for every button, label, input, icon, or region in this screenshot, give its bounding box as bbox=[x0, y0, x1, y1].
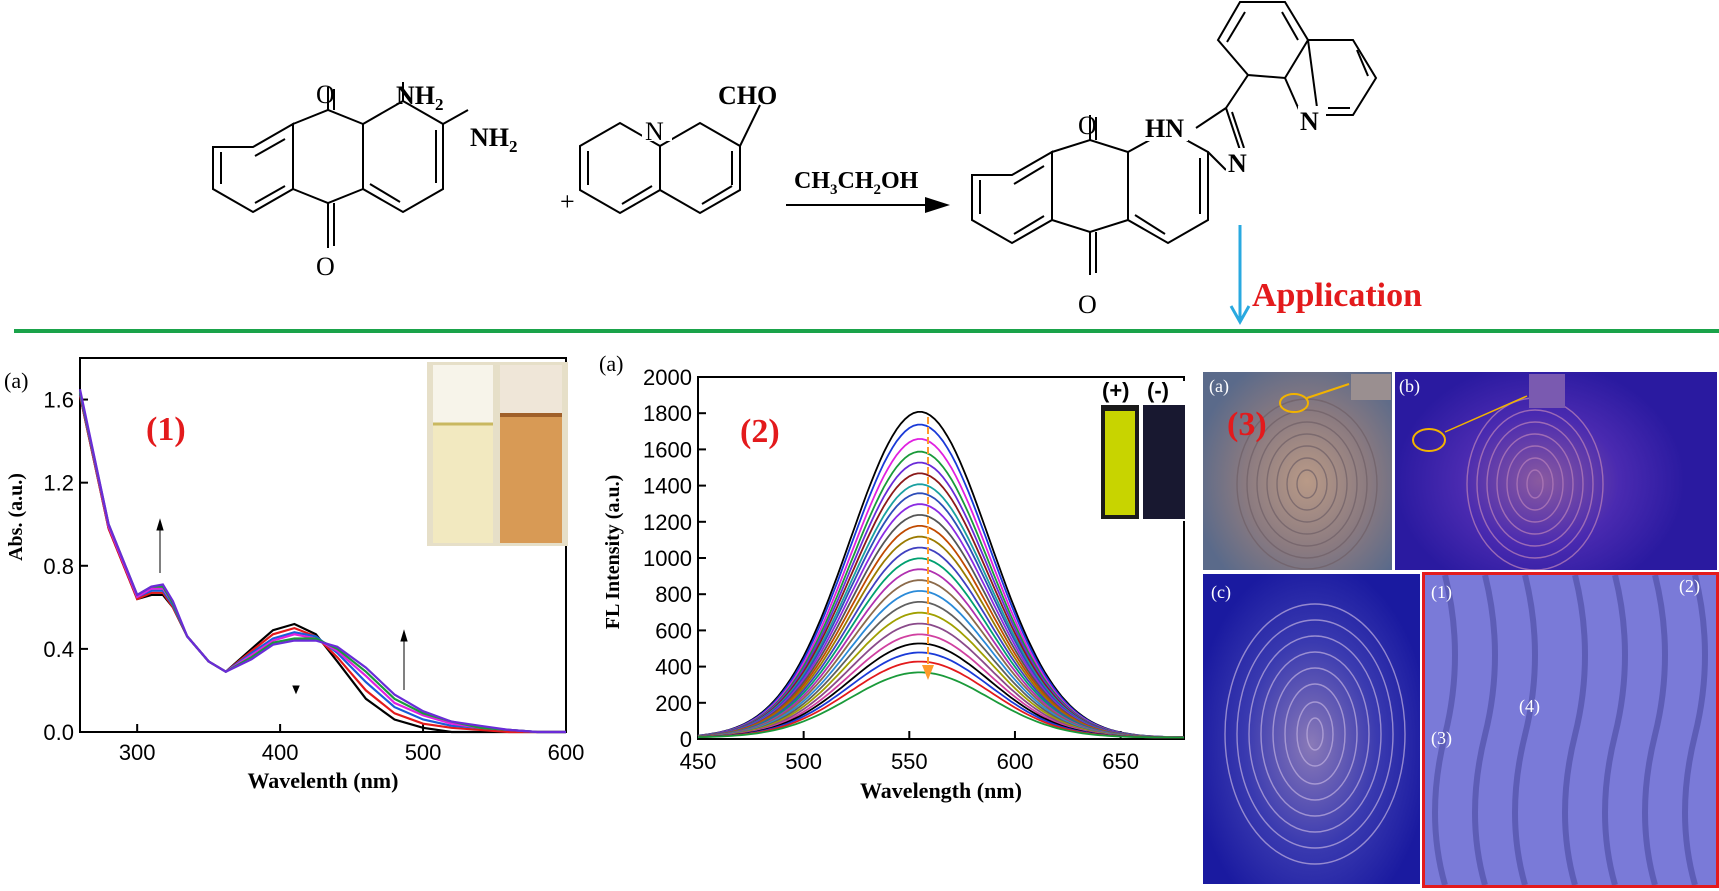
inset-vial-fluorescent bbox=[1105, 411, 1135, 515]
panel-2-big-label: (2) bbox=[740, 413, 780, 450]
fl-ytick-label: 200 bbox=[655, 691, 692, 716]
absorption-change-arrows bbox=[156, 518, 408, 695]
absorption-chart: (a) (1) 0.0 0.4 0.8 1.2 1.6 300 400 500 600 Abs… bbox=[4, 357, 585, 793]
reaction-arrow bbox=[786, 197, 950, 213]
plus-sign: + bbox=[560, 187, 575, 216]
fingerprint-b-label: (b) bbox=[1399, 376, 1420, 396]
product-quinoline-n-label: N bbox=[1300, 107, 1319, 136]
panel-1-big-label: (1) bbox=[146, 411, 186, 448]
fluorescence-series-7 bbox=[697, 483, 1185, 739]
product-imidazole-n-label: N bbox=[1228, 149, 1247, 178]
abs-xtick-label: 400 bbox=[262, 740, 299, 765]
abs-ytick-label: 0.0 bbox=[43, 720, 74, 745]
fluorescence-y-axis-label: FL Intensity (a.u.) bbox=[602, 475, 624, 629]
absorption-x-axis-label: Wavelenth (nm) bbox=[248, 768, 399, 793]
panel-1-absorption: (a) (1) 0.0 0.4 0.8 1.2 1.6 300 400 500 600 Abs… bbox=[0, 340, 595, 886]
fluorescence-inset-photo: (+) (-) bbox=[1099, 378, 1187, 521]
zoom-label-1: (1) bbox=[1431, 582, 1452, 602]
reaction-scheme-drawing: O O NH2 NH2 + N CHO CH3CH2OH bbox=[212, 1, 1422, 326]
product-carbonyl-bottom-label: O bbox=[1078, 290, 1097, 319]
fingerprint-photo-b bbox=[1395, 372, 1717, 570]
r1-amine-1-label: NH2 bbox=[396, 81, 444, 114]
reactant-2-structure bbox=[579, 104, 761, 215]
fl-xtick-label: 550 bbox=[891, 749, 928, 774]
fl-ytick-label: 400 bbox=[655, 655, 692, 680]
absorption-x-ticks: 300 400 500 600 bbox=[119, 724, 585, 765]
fluorescence-quench-arrow bbox=[922, 417, 934, 680]
abs-xtick-label: 300 bbox=[119, 740, 156, 765]
fl-ytick-label: 2000 bbox=[643, 365, 692, 390]
fl-ytick-label: 600 bbox=[655, 618, 692, 643]
absorption-inset-photo bbox=[427, 362, 568, 546]
section-divider bbox=[14, 329, 1719, 333]
r2-cho-label: CHO bbox=[718, 81, 777, 110]
reactant-1-structure bbox=[212, 82, 469, 248]
fl-ytick-label: 0 bbox=[680, 727, 692, 752]
panel-3-fingerprints: (a) (3) (b) (c) bbox=[1203, 372, 1719, 888]
abs-xtick-label: 600 bbox=[548, 740, 585, 765]
fluorescence-chart: (a) 0 200 400 600 800 1000 1200 1400 1600 1800 200… bbox=[599, 351, 1187, 803]
fingerprint-photo-a bbox=[1203, 372, 1392, 570]
fluorescence-series-8 bbox=[697, 492, 1185, 739]
r2-n-label: N bbox=[645, 117, 664, 146]
fl-ytick-label: 800 bbox=[655, 582, 692, 607]
inset-minus-label: (-) bbox=[1147, 378, 1169, 403]
zoom-label-3: (3) bbox=[1431, 728, 1452, 748]
fl-ytick-label: 1600 bbox=[643, 437, 692, 462]
zoom-label-2: (2) bbox=[1679, 576, 1700, 596]
fingerprint-zoom-grid bbox=[1422, 572, 1719, 888]
application-label: Application bbox=[1252, 277, 1422, 314]
fingerprint-photo-c bbox=[1203, 574, 1420, 884]
fl-ytick-label: 1800 bbox=[643, 401, 692, 426]
fl-ytick-label: 1000 bbox=[643, 546, 692, 571]
fingerprint-c-ridges bbox=[1224, 603, 1406, 865]
fl-xtick-label: 500 bbox=[785, 749, 822, 774]
fl-xtick-label: 600 bbox=[997, 749, 1034, 774]
panel-1-tag: (a) bbox=[4, 368, 28, 393]
product-carbonyl-top-label: O bbox=[1078, 111, 1097, 140]
abs-ytick-label: 1.2 bbox=[43, 471, 74, 496]
fl-xtick-label: 650 bbox=[1102, 749, 1139, 774]
fingerprint-b-ridges bbox=[1412, 374, 1604, 570]
application-arrow bbox=[1229, 225, 1251, 326]
product-hn-label: HN bbox=[1145, 114, 1184, 143]
fl-xtick-label: 450 bbox=[680, 749, 717, 774]
fluorescence-series-25 bbox=[698, 671, 1184, 739]
fl-ytick-label: 1400 bbox=[643, 474, 692, 499]
absorption-y-axis-label: Abs. (a.u.) bbox=[5, 473, 27, 561]
inset-vial-dark bbox=[1143, 405, 1185, 519]
zoom-label-4: (4) bbox=[1519, 696, 1540, 716]
panel-2-tag: (a) bbox=[599, 351, 623, 376]
absorption-y-ticks: 0.0 0.4 0.8 1.2 1.6 bbox=[43, 388, 88, 745]
panel-3-big-label: (3) bbox=[1227, 406, 1267, 443]
absorption-series-1 bbox=[78, 395, 566, 734]
r1-carbonyl-bottom-label: O bbox=[316, 252, 335, 281]
fluorescence-x-axis-label: Wavelength (nm) bbox=[860, 778, 1022, 803]
arrow-reagent-label: CH3CH2OH bbox=[794, 168, 919, 198]
fluorescence-series-9 bbox=[697, 503, 1185, 739]
abs-xtick-label: 500 bbox=[405, 740, 442, 765]
reaction-scheme: O O NH2 NH2 + N CHO CH3CH2OH bbox=[0, 0, 1719, 360]
abs-ytick-label: 0.8 bbox=[43, 554, 74, 579]
absorption-series-2 bbox=[78, 395, 566, 734]
inset-plus-label: (+) bbox=[1102, 378, 1130, 403]
fingerprint-a-label: (a) bbox=[1209, 376, 1229, 396]
fluorescence-y-ticks: 0 200 400 600 800 1000 1200 1400 1600 1800 2000 bbox=[643, 365, 706, 752]
r1-carbonyl-top-label: O bbox=[316, 80, 335, 109]
abs-ytick-label: 1.6 bbox=[43, 388, 74, 413]
panel-2-fluorescence: (a) 0 200 400 600 800 1000 1200 1400 1600 1800 200… bbox=[595, 345, 1200, 886]
fingerprint-c-label: (c) bbox=[1211, 582, 1231, 602]
fl-ytick-label: 1200 bbox=[643, 510, 692, 535]
fluorescence-x-ticks: 450 500 550 600 650 bbox=[680, 731, 1139, 774]
fluorescence-series-group bbox=[697, 411, 1185, 739]
fingerprint-a-ridges bbox=[1236, 374, 1391, 570]
absorption-series-group bbox=[78, 388, 566, 734]
r1-amine-2-label: NH2 bbox=[470, 123, 518, 156]
abs-ytick-label: 0.4 bbox=[43, 637, 74, 662]
absorption-series-6 bbox=[78, 388, 566, 734]
zoom-ridges bbox=[1432, 575, 1708, 885]
